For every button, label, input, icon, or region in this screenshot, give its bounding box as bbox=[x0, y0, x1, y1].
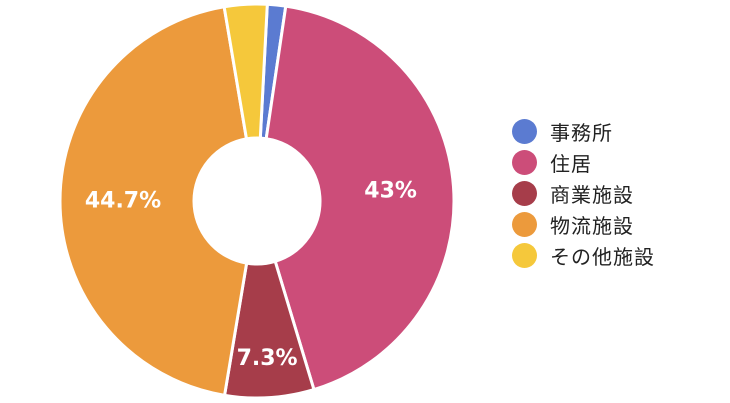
legend-swatch-other bbox=[512, 243, 537, 268]
legend-swatch-residential bbox=[512, 150, 537, 175]
legend-label-other: その他施設 bbox=[550, 245, 655, 269]
legend-swatch-logistics bbox=[512, 212, 537, 237]
legend-item-residential: 住居 bbox=[512, 147, 655, 178]
legend-item-logistics: 物流施設 bbox=[512, 209, 655, 240]
data-label-commercial: 7.3% bbox=[237, 346, 298, 371]
legend-item-office: 事務所 bbox=[512, 116, 655, 147]
slice-other bbox=[222, 2, 269, 141]
legend-label-office: 事務所 bbox=[550, 121, 613, 145]
slice-residential bbox=[264, 4, 456, 392]
data-label-residential: 43% bbox=[364, 179, 417, 204]
data-label-logistics: 44.7% bbox=[85, 189, 161, 214]
legend-item-commercial: 商業施設 bbox=[512, 178, 655, 209]
legend-label-commercial: 商業施設 bbox=[550, 183, 634, 207]
legend-item-other: その他施設 bbox=[512, 240, 655, 271]
legend-label-residential: 住居 bbox=[550, 152, 592, 176]
legend-label-logistics: 物流施設 bbox=[550, 214, 634, 238]
legend-swatch-office bbox=[512, 119, 537, 144]
legend: 事務所 住居 商業施設 物流施設 その他施設 bbox=[512, 116, 655, 271]
legend-swatch-commercial bbox=[512, 181, 537, 206]
slice-logistics bbox=[58, 5, 249, 398]
